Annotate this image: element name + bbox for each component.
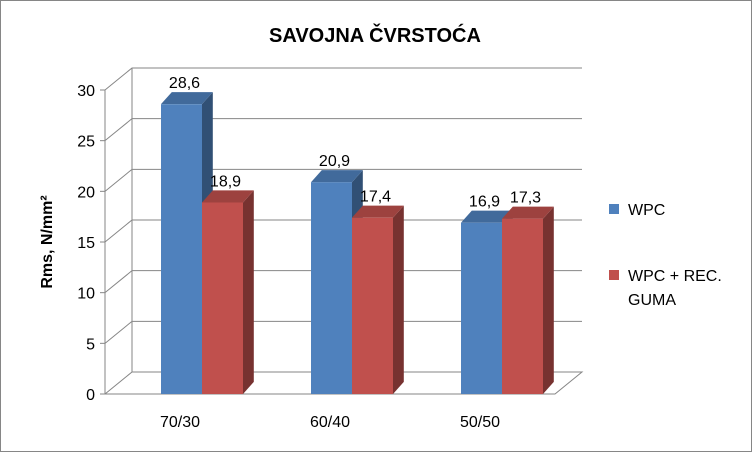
bar bbox=[352, 205, 404, 394]
x-tick-label: 70/30 bbox=[160, 414, 200, 431]
data-label: 17,3 bbox=[510, 190, 541, 207]
chart-title: SAVOJNA ČVRSTOĆA bbox=[269, 23, 481, 47]
bar-top bbox=[161, 92, 213, 105]
gridline bbox=[104, 270, 582, 294]
bar-side bbox=[393, 205, 404, 394]
bar bbox=[202, 190, 254, 394]
legend-label: WPC + REC. bbox=[628, 268, 722, 285]
bar-side bbox=[243, 190, 254, 394]
bar-front bbox=[352, 217, 393, 394]
y-tick-label: 10 bbox=[77, 286, 95, 303]
legend-label: WPC bbox=[628, 202, 665, 219]
gridline bbox=[104, 219, 582, 243]
gridline bbox=[104, 320, 582, 344]
legend-swatch bbox=[609, 270, 619, 280]
y-tick-label: 20 bbox=[77, 184, 95, 201]
gridline bbox=[104, 118, 582, 142]
data-label: 16,9 bbox=[469, 194, 500, 211]
y-tick-label: 0 bbox=[86, 387, 95, 404]
x-tick-label: 60/40 bbox=[310, 414, 350, 431]
bar-front bbox=[161, 104, 202, 394]
y-tick-label: 30 bbox=[77, 83, 95, 100]
data-label: 28,6 bbox=[169, 75, 200, 92]
gridline bbox=[104, 67, 582, 91]
data-label: 17,4 bbox=[360, 189, 391, 206]
legend-swatch bbox=[609, 204, 619, 214]
bar-front bbox=[502, 218, 543, 394]
bar-front bbox=[461, 222, 502, 394]
y-axis-label: Rms, N/mm² bbox=[39, 195, 56, 288]
data-label: 18,9 bbox=[210, 173, 241, 190]
bar-top bbox=[502, 206, 554, 219]
x-tick-label: 50/50 bbox=[460, 414, 500, 431]
plot-area: 0 5 10 15 20 25 30 28,6 18,9 70/30 20,9 17,4 60/40 16… bbox=[77, 67, 584, 431]
bar-top bbox=[202, 190, 254, 203]
bar bbox=[502, 206, 554, 394]
legend-label: GUMA bbox=[628, 292, 676, 309]
bar-top bbox=[461, 210, 513, 223]
legend: WPC WPC + REC. GUMA bbox=[609, 202, 722, 309]
data-label: 20,9 bbox=[319, 153, 350, 170]
bar-front bbox=[311, 182, 352, 394]
y-tick-label: 5 bbox=[86, 336, 95, 353]
bar-top bbox=[352, 205, 404, 218]
y-tick-label: 25 bbox=[77, 134, 95, 151]
bar-top bbox=[311, 170, 363, 183]
gridline bbox=[104, 168, 582, 192]
bar-side bbox=[543, 206, 554, 394]
bar-front bbox=[202, 202, 243, 394]
y-tick-label: 15 bbox=[77, 235, 95, 252]
